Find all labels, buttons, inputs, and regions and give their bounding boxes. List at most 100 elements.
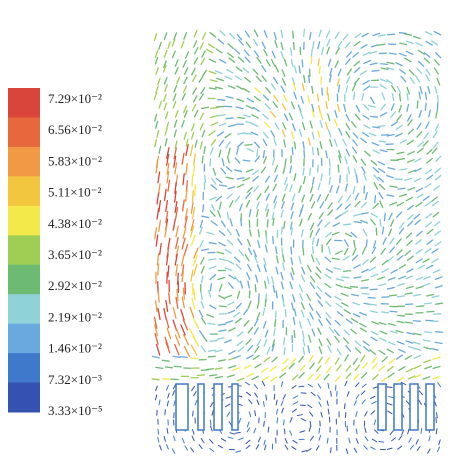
- vector: [292, 395, 299, 399]
- vector: [355, 394, 360, 400]
- vector: [156, 129, 160, 139]
- vector: [224, 294, 233, 299]
- vector: [264, 203, 269, 212]
- vector: [379, 330, 388, 335]
- vector: [181, 237, 186, 250]
- vector: [406, 255, 414, 261]
- vector: [174, 334, 181, 346]
- vector: [256, 193, 262, 201]
- vector: [396, 201, 404, 207]
- vector: [292, 439, 298, 444]
- vector: [345, 364, 351, 372]
- vector: [253, 427, 257, 434]
- vector: [334, 335, 340, 343]
- vector: [229, 218, 233, 227]
- vector: [275, 266, 279, 275]
- vector: [226, 239, 234, 246]
- vector: [303, 28, 306, 37]
- vector: [245, 439, 251, 444]
- vector: [433, 30, 442, 36]
- vector: [306, 293, 311, 301]
- vector: [308, 354, 314, 363]
- vector: [283, 139, 286, 148]
- vector: [407, 186, 416, 191]
- vector: [317, 104, 321, 114]
- vector: [299, 293, 304, 301]
- vector: [434, 167, 442, 174]
- vector: [338, 150, 342, 159]
- vector: [236, 340, 244, 347]
- vector: [355, 174, 359, 183]
- vector: [336, 203, 343, 210]
- vector: [363, 85, 371, 91]
- vector: [253, 29, 259, 38]
- vector: [264, 329, 269, 338]
- vector: [201, 129, 206, 138]
- vector: [435, 155, 442, 163]
- vector: [175, 263, 178, 277]
- vector: [426, 174, 434, 180]
- vector: [227, 43, 234, 50]
- vector: [371, 362, 378, 370]
- vector: [226, 374, 235, 378]
- vector: [353, 168, 358, 177]
- vector: [253, 255, 258, 264]
- vector: [172, 218, 176, 231]
- vector: [292, 401, 299, 405]
- vector: [293, 329, 296, 339]
- vector: [327, 209, 334, 216]
- vector: [310, 391, 316, 396]
- vector: [158, 199, 162, 213]
- vector: [307, 345, 311, 354]
- vector: [182, 60, 187, 68]
- vector: [244, 381, 251, 386]
- vector: [370, 395, 376, 400]
- vector: [193, 29, 198, 38]
- vector: [396, 114, 403, 122]
- vector: [224, 267, 233, 272]
- vector: [162, 94, 167, 103]
- vector: [265, 59, 271, 67]
- colorbar-label: 5.83×10⁻²: [48, 153, 102, 168]
- vector: [317, 327, 322, 335]
- vector: [184, 51, 190, 59]
- vector: [180, 40, 185, 49]
- vector: [345, 372, 352, 379]
- vector: [435, 428, 438, 435]
- vector: [154, 324, 158, 337]
- vector: [370, 336, 378, 342]
- vector: [226, 411, 231, 417]
- vector: [239, 280, 244, 289]
- vector: [283, 220, 286, 230]
- vector: [254, 392, 258, 398]
- vector: [245, 105, 254, 110]
- vector: [387, 322, 396, 327]
- pillar: [393, 383, 403, 431]
- vector: [191, 174, 194, 187]
- vector: [326, 46, 330, 55]
- vector: [312, 41, 315, 50]
- vector: [351, 83, 357, 92]
- vector: [317, 129, 321, 139]
- vector: [390, 121, 399, 127]
- vector: [209, 210, 216, 217]
- vector: [352, 186, 356, 195]
- vector: [290, 211, 294, 220]
- vector: [307, 404, 313, 409]
- vector: [336, 311, 344, 317]
- vector: [370, 218, 376, 226]
- vector: [273, 201, 278, 210]
- vector: [192, 428, 195, 435]
- vector: [273, 195, 278, 204]
- vector: [343, 286, 352, 290]
- vector: [165, 253, 169, 266]
- vector: [379, 112, 388, 117]
- vector: [236, 85, 244, 90]
- vector: [302, 167, 305, 176]
- vector: [328, 176, 332, 185]
- vector: [350, 231, 357, 238]
- vector: [262, 138, 268, 147]
- vector: [425, 74, 431, 82]
- vector: [272, 235, 275, 245]
